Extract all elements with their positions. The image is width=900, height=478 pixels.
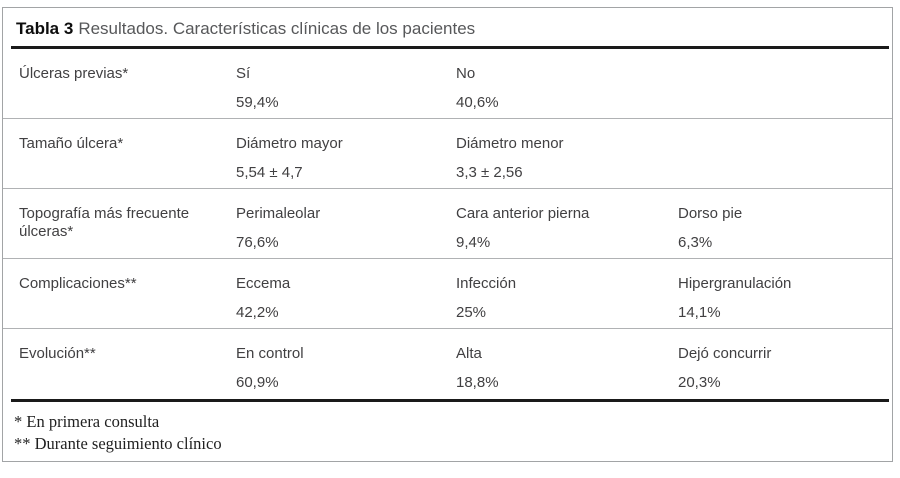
table-title-text: Resultados. Características clínicas de … bbox=[78, 19, 476, 38]
row-label: Topografía más frecuente úlceras* bbox=[19, 205, 190, 240]
category-name: Infección bbox=[456, 275, 517, 292]
footnote-line: ** Durante seguimiento clínico bbox=[14, 434, 222, 453]
row-label-cell: Úlceras previas* bbox=[19, 65, 236, 118]
row-label-cell: Complicaciones** bbox=[19, 275, 236, 328]
row-label-cell: Evolución** bbox=[19, 345, 236, 399]
table-body: Úlceras previas* Sí 59,4% No 40,6% Tamañ… bbox=[3, 49, 892, 399]
data-cell: Sí 59,4% bbox=[236, 65, 456, 118]
data-cell: Diámetro menor 3,3 ± 2,56 bbox=[456, 135, 678, 188]
table-bottom-rule bbox=[11, 399, 889, 402]
data-cell: Dejó concurrir 20,3% bbox=[678, 345, 892, 399]
category-value: 5,54 ± 4,7 bbox=[236, 164, 303, 181]
category-value: 60,9% bbox=[236, 374, 279, 391]
category-value: 14,1% bbox=[678, 304, 721, 321]
category-value: 42,2% bbox=[236, 304, 279, 321]
category-name: En control bbox=[236, 345, 304, 362]
row-label-cell: Tamaño úlcera* bbox=[19, 135, 236, 188]
category-value: 59,4% bbox=[236, 94, 279, 111]
table-row: Complicaciones** Eccema 42,2% Infección … bbox=[3, 259, 892, 329]
category-name: No bbox=[456, 65, 476, 82]
category-name: Eccema bbox=[236, 275, 291, 292]
category-value: 40,6% bbox=[456, 94, 499, 111]
category-value: 3,3 ± 2,56 bbox=[456, 164, 523, 181]
data-cell: En control 60,9% bbox=[236, 345, 456, 399]
category-name: Dorso pie bbox=[678, 205, 743, 222]
data-cell: Hipergranulación 14,1% bbox=[678, 275, 892, 328]
table-title: Tabla 3 Resultados. Características clíni… bbox=[3, 8, 892, 39]
category-value: 20,3% bbox=[678, 374, 721, 391]
category-name: Sí bbox=[236, 65, 251, 82]
row-label: Complicaciones** bbox=[19, 275, 137, 292]
row-label-cell: Topografía más frecuente úlceras* bbox=[19, 205, 236, 258]
table-row: Evolución** En control 60,9% Alta 18,8% … bbox=[3, 329, 892, 399]
category-name: Diámetro mayor bbox=[236, 135, 343, 152]
data-cell: Perimaleolar 76,6% bbox=[236, 205, 456, 258]
row-label: Evolución** bbox=[19, 345, 96, 362]
data-cell: Dorso pie 6,3% bbox=[678, 205, 892, 258]
data-cell: No 40,6% bbox=[456, 65, 678, 118]
category-name: Dejó concurrir bbox=[678, 345, 772, 362]
category-name: Hipergranulación bbox=[678, 275, 792, 292]
data-cell bbox=[678, 135, 892, 188]
category-value: 76,6% bbox=[236, 234, 279, 251]
table-number-label: Tabla 3 bbox=[16, 19, 74, 38]
data-cell bbox=[678, 65, 892, 118]
table-row: Topografía más frecuente úlceras* Perima… bbox=[3, 189, 892, 259]
category-name: Perimaleolar bbox=[236, 205, 321, 222]
data-cell: Infección 25% bbox=[456, 275, 678, 328]
category-value: 9,4% bbox=[456, 234, 491, 251]
footnote-line: * En primera consulta bbox=[14, 412, 160, 431]
category-value: 18,8% bbox=[456, 374, 499, 391]
row-label: Tamaño úlcera* bbox=[19, 135, 124, 152]
data-cell: Eccema 42,2% bbox=[236, 275, 456, 328]
category-name: Diámetro menor bbox=[456, 135, 564, 152]
row-label: Úlceras previas* bbox=[19, 65, 129, 82]
title-divider-rule bbox=[11, 46, 889, 49]
category-name: Alta bbox=[456, 345, 482, 362]
category-name: Cara anterior pierna bbox=[456, 205, 590, 222]
category-value: 6,3% bbox=[678, 234, 713, 251]
category-value: 25% bbox=[456, 304, 487, 321]
table-row: Úlceras previas* Sí 59,4% No 40,6% bbox=[3, 49, 892, 119]
data-cell: Cara anterior pierna 9,4% bbox=[456, 205, 678, 258]
data-cell: Alta 18,8% bbox=[456, 345, 678, 399]
data-cell: Diámetro mayor 5,54 ± 4,7 bbox=[236, 135, 456, 188]
table-row: Tamaño úlcera* Diámetro mayor 5,54 ± 4,7… bbox=[3, 119, 892, 189]
table-frame: Tabla 3 Resultados. Características clíni… bbox=[2, 7, 893, 462]
footnotes: * En primera consulta ** Durante seguimi… bbox=[3, 402, 892, 455]
